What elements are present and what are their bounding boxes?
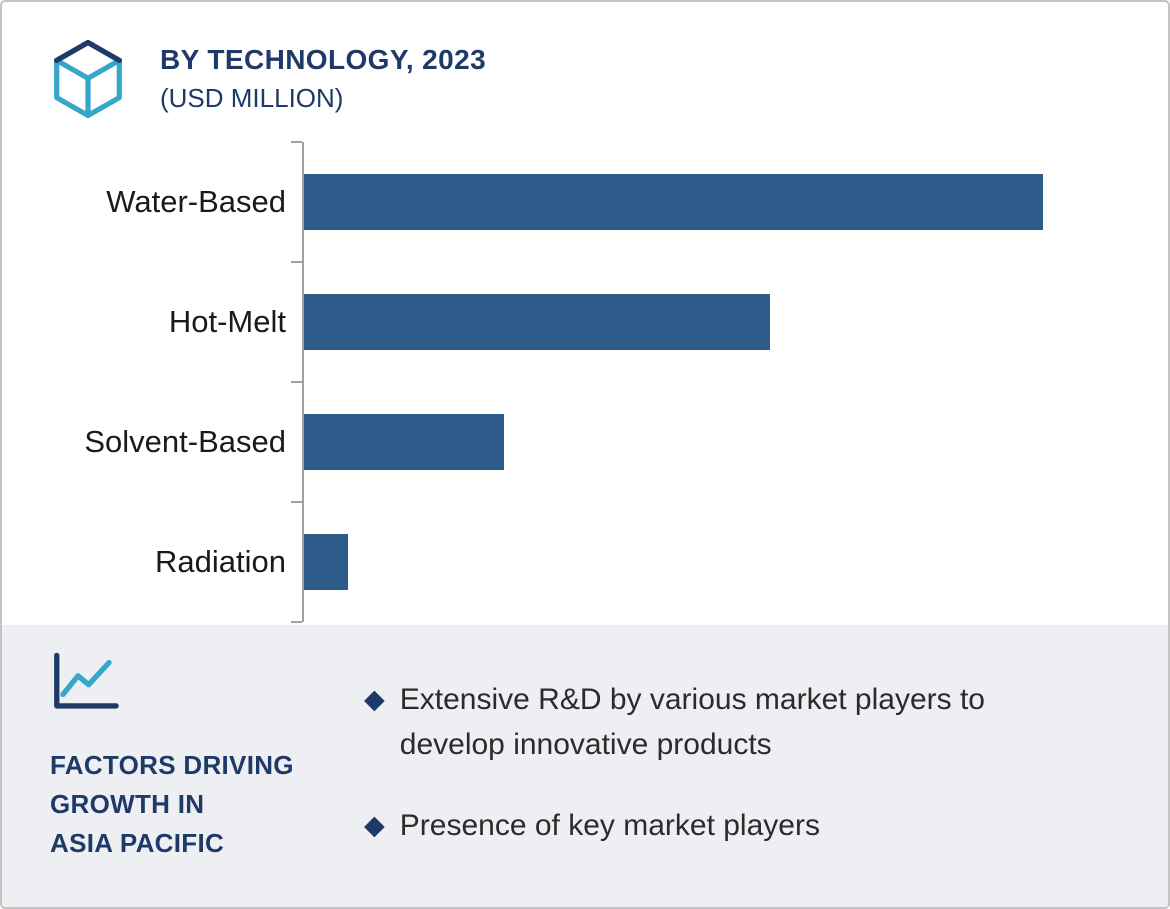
diamond-bullet-icon: ◆ xyxy=(364,810,385,840)
factors-heading-line: GROWTH IN xyxy=(50,789,205,819)
factors-bullet-list: ◆ Extensive R&D by various market players… xyxy=(352,625,1090,907)
category-label: Solvent-Based xyxy=(84,424,286,459)
chart-row-radiation: Radiation xyxy=(2,501,1168,623)
factors-panel: FACTORS DRIVING GROWTH IN ASIA PACIFIC ◆… xyxy=(2,625,1168,907)
line-chart-icon xyxy=(54,652,119,709)
diamond-bullet-icon: ◆ xyxy=(364,684,385,714)
bar-track xyxy=(291,501,1043,623)
bar-solvent-based xyxy=(304,414,504,470)
factors-heading-line: ASIA PACIFIC xyxy=(50,828,225,858)
bar-track xyxy=(291,261,1043,382)
chart-row-solvent-based: Solvent-Based xyxy=(2,381,1168,502)
factors-heading-line: FACTORS DRIVING xyxy=(50,750,294,780)
bar-track xyxy=(291,141,1043,262)
bullet-text: Extensive R&D by various market players … xyxy=(399,683,985,761)
bullet-item: ◆ Presence of key market players xyxy=(364,803,1090,848)
category-label: Hot-Melt xyxy=(168,304,286,339)
bar-hot-melt xyxy=(304,294,770,350)
hexagon-cube-icon xyxy=(54,39,122,119)
chart-title: BY TECHNOLOGY, 2023 xyxy=(160,44,487,75)
bullet-item: ◆ Extensive R&D by various market players… xyxy=(364,677,1090,767)
category-label: Water-Based xyxy=(106,184,286,219)
bar-chart: Water-Based Hot-Melt Solvent-Based Radia… xyxy=(2,141,1168,623)
chart-header: BY TECHNOLOGY, 2023 (USD MILLION) xyxy=(2,2,1168,120)
bar-water-based xyxy=(304,174,1043,230)
chart-row-water-based: Water-Based xyxy=(2,141,1168,262)
factors-left-column: FACTORS DRIVING GROWTH IN ASIA PACIFIC xyxy=(50,625,352,907)
bar-track xyxy=(291,381,1043,502)
chart-subtitle: (USD MILLION) xyxy=(160,83,344,113)
bullet-text: Presence of key market players xyxy=(399,809,820,842)
chart-row-hot-melt: Hot-Melt xyxy=(2,261,1168,382)
bar-radiation xyxy=(304,534,349,590)
title-block: BY TECHNOLOGY, 2023 (USD MILLION) xyxy=(160,38,486,114)
factors-heading: FACTORS DRIVING GROWTH IN ASIA PACIFIC xyxy=(50,746,352,863)
category-label: Radiation xyxy=(155,544,286,579)
